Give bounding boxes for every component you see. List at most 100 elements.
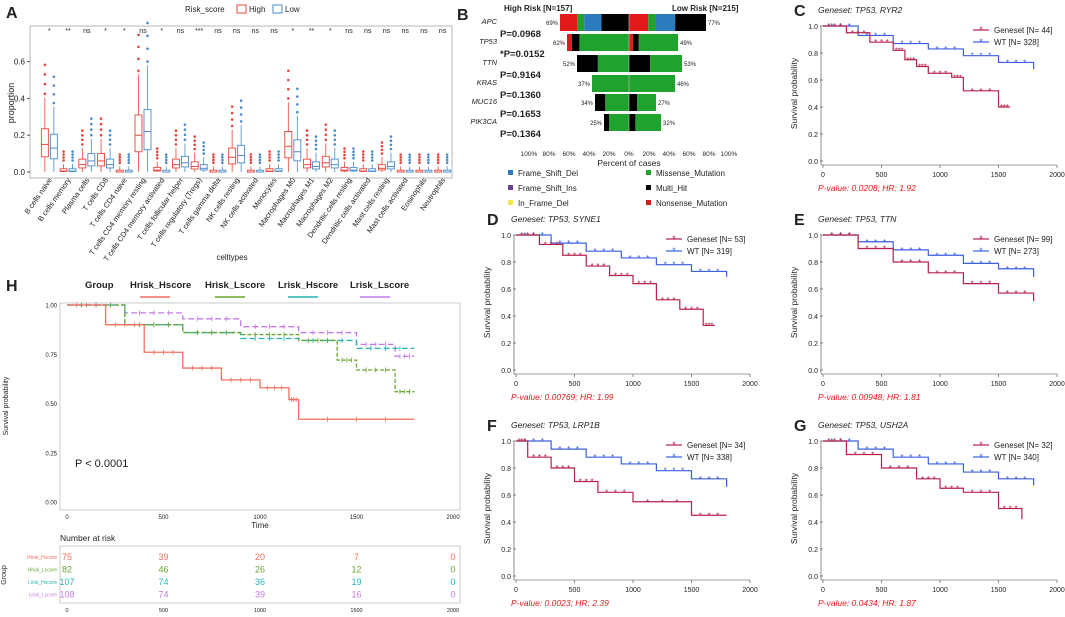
box: [134, 114, 143, 153]
censor-mark: *: [865, 445, 868, 454]
outlier-point: [71, 159, 74, 162]
censor-mark: *: [979, 488, 982, 497]
risk-value: 26: [255, 565, 265, 575]
outlier-point: [408, 153, 411, 156]
outlier-point: [99, 128, 103, 131]
censor-mark: *: [561, 464, 564, 473]
outlier-point: [71, 156, 74, 159]
censor-mark: *: [593, 453, 596, 462]
mutation-bar-low: [629, 34, 633, 51]
outlier-point: [174, 129, 178, 132]
legend-label: Frame_Shift_Ins: [518, 184, 577, 193]
x-tick-label: 20%: [642, 151, 655, 158]
outlier-point: [399, 155, 402, 159]
outlier-point: [314, 143, 318, 147]
y-tick-label: 0.6: [808, 493, 818, 500]
censor-mark: *: [979, 52, 982, 61]
censor-mark: *: [988, 52, 991, 61]
gene-label: APC: [481, 17, 498, 26]
censor-mark: *: [1006, 289, 1009, 298]
y-axis-label: Survival probability: [3, 376, 10, 435]
legend-label: Multi_Hit: [656, 184, 688, 193]
x-tick-label: 1500: [350, 515, 364, 521]
outlier-point: [361, 159, 365, 162]
outlier-point: [43, 63, 47, 67]
outlier-point: [202, 144, 205, 148]
box: [378, 164, 386, 171]
legend-mark: *: [979, 452, 983, 462]
legend-mark: *: [979, 440, 983, 450]
censor-mark: *: [1000, 103, 1003, 112]
censor-mark: *: [538, 453, 541, 462]
km-title: Geneset: TP53, LRP1B: [511, 420, 600, 430]
risk-value: 7: [354, 552, 359, 562]
km-curve-wt: [823, 440, 1035, 486]
km-title: Geneset: TP53, RYR2: [818, 5, 903, 15]
risk-x-tick: 2000: [447, 608, 459, 614]
censor-mark: *: [839, 231, 842, 240]
censor-mark: *: [944, 269, 947, 278]
outlier-point: [333, 129, 337, 132]
x-tick-label: 0: [514, 587, 518, 594]
panel-h: H Group Hrisk_Hscore Hrisk_Lscore Lrisk_Hsco…: [1, 278, 460, 614]
outlier-point: [52, 75, 56, 79]
censor-mark: *: [936, 251, 939, 260]
gene-label: TTN: [482, 58, 497, 67]
outlier-point: [164, 155, 168, 159]
significance-label: ns: [420, 28, 428, 35]
censor-mark: *: [710, 321, 713, 330]
outlier-point: [408, 161, 411, 165]
panel-letter: E: [794, 212, 805, 229]
y-tick-label: 0.2: [808, 132, 818, 139]
high-percent-label: 69%: [546, 21, 559, 27]
censor-mark: *: [614, 272, 617, 281]
outlier-point: [445, 155, 449, 159]
legend-label: Frame_Shift_Del: [518, 169, 578, 178]
y-tick-label: 0.4: [501, 520, 511, 527]
censor-mark: *: [1014, 289, 1017, 298]
risk-value: 0: [450, 590, 455, 600]
y-tick-label: 1.0: [501, 233, 511, 240]
censor-mark: *: [699, 267, 702, 276]
censor-mark: *: [1014, 505, 1017, 514]
censor-mark: *: [520, 437, 523, 446]
censor-mark: *: [886, 38, 889, 47]
censor-mark: *: [558, 239, 561, 248]
x-tick-label: 0: [65, 515, 69, 521]
censor-mark: *: [602, 262, 605, 271]
censor-mark: *: [672, 296, 675, 305]
censor-mark: *: [833, 22, 836, 31]
legend-title: Risk_score: [185, 5, 225, 14]
outlier-point: [296, 95, 299, 98]
outlier-point: [43, 92, 47, 96]
censor-mark: *: [953, 251, 956, 260]
mutation-bar-high: [577, 55, 598, 72]
gene-label: MUC16: [472, 97, 498, 106]
censor-mark: *: [933, 69, 936, 78]
censor-mark: *: [979, 280, 982, 289]
x-tick-label: 80%: [702, 151, 715, 158]
censor-mark: *: [971, 87, 974, 96]
censor-mark: *: [649, 280, 652, 289]
outlier-point: [81, 138, 84, 142]
x-tick-label: 2000: [1049, 381, 1065, 388]
legend-wt: WT [N= 338]: [687, 453, 732, 462]
p-value-label: P < 0.0001: [75, 458, 128, 470]
y-axis-label: Survival probability: [789, 57, 799, 129]
p-value-label: P=0.1360: [500, 90, 541, 101]
x-tick-label: 0: [821, 587, 825, 594]
censor-mark: *: [918, 246, 921, 255]
box: [143, 108, 152, 151]
y-tick-label: 0.8: [808, 260, 818, 267]
outlier-point: [258, 161, 262, 165]
censor-mark: *: [707, 321, 710, 330]
legend-swatch: [646, 185, 651, 190]
censor-mark: *: [623, 488, 626, 497]
risk-table-ylabel: Group: [1, 565, 8, 585]
significance-label: ns: [233, 28, 241, 35]
outlier-point: [164, 153, 168, 156]
panel-letter: C: [794, 3, 806, 20]
censor-mark: *: [667, 296, 670, 305]
legend-swatch-high: [236, 4, 247, 14]
censor-mark: *: [862, 451, 865, 460]
